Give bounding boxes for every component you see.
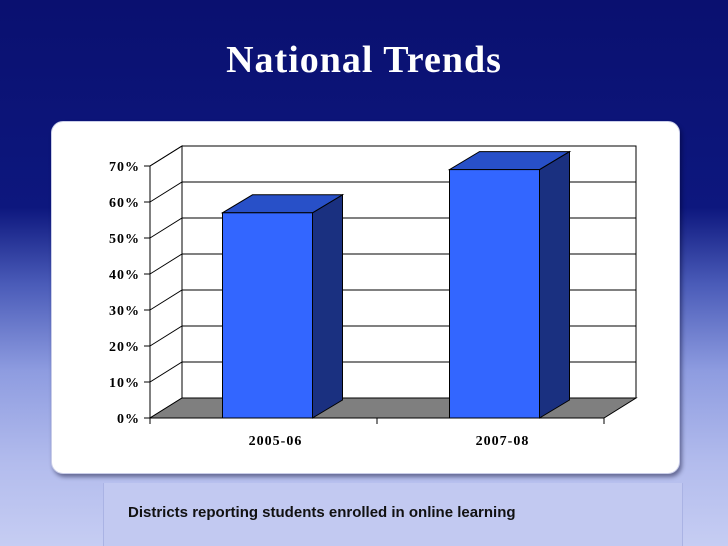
chart-caption: Districts reporting students enrolled in… <box>128 504 516 521</box>
bar-front <box>222 212 313 419</box>
gridline <box>149 145 636 167</box>
x-tick-label: 2007-08 <box>476 434 530 449</box>
bar-2007-08 <box>447 150 572 419</box>
slide-title: National Trends <box>226 39 502 81</box>
y-tick-label: 50% <box>109 232 140 247</box>
chart-side-wall <box>149 145 183 419</box>
x-tick-label: 2005-06 <box>249 434 303 449</box>
bar-front <box>449 169 540 419</box>
bar-side <box>312 193 343 419</box>
y-tick-label: 20% <box>109 340 140 355</box>
y-tick-label: 60% <box>109 196 140 211</box>
y-tick-label: 70% <box>109 160 140 175</box>
y-tick-label: 0% <box>117 412 140 427</box>
y-tick-label: 30% <box>109 304 140 319</box>
bar-side <box>539 150 570 419</box>
bar-2005-06 <box>220 193 345 419</box>
y-tick-label: 10% <box>109 376 140 391</box>
y-tick-label: 40% <box>109 268 140 283</box>
caption-box <box>103 483 683 546</box>
